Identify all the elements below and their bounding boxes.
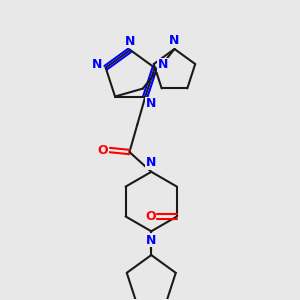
Text: N: N <box>146 156 157 170</box>
Text: O: O <box>145 210 156 223</box>
Text: N: N <box>125 34 135 47</box>
Text: N: N <box>92 58 102 71</box>
Text: N: N <box>169 34 180 46</box>
Text: N: N <box>158 58 168 71</box>
Text: N: N <box>146 97 156 110</box>
Text: N: N <box>146 234 157 247</box>
Text: O: O <box>98 143 108 157</box>
